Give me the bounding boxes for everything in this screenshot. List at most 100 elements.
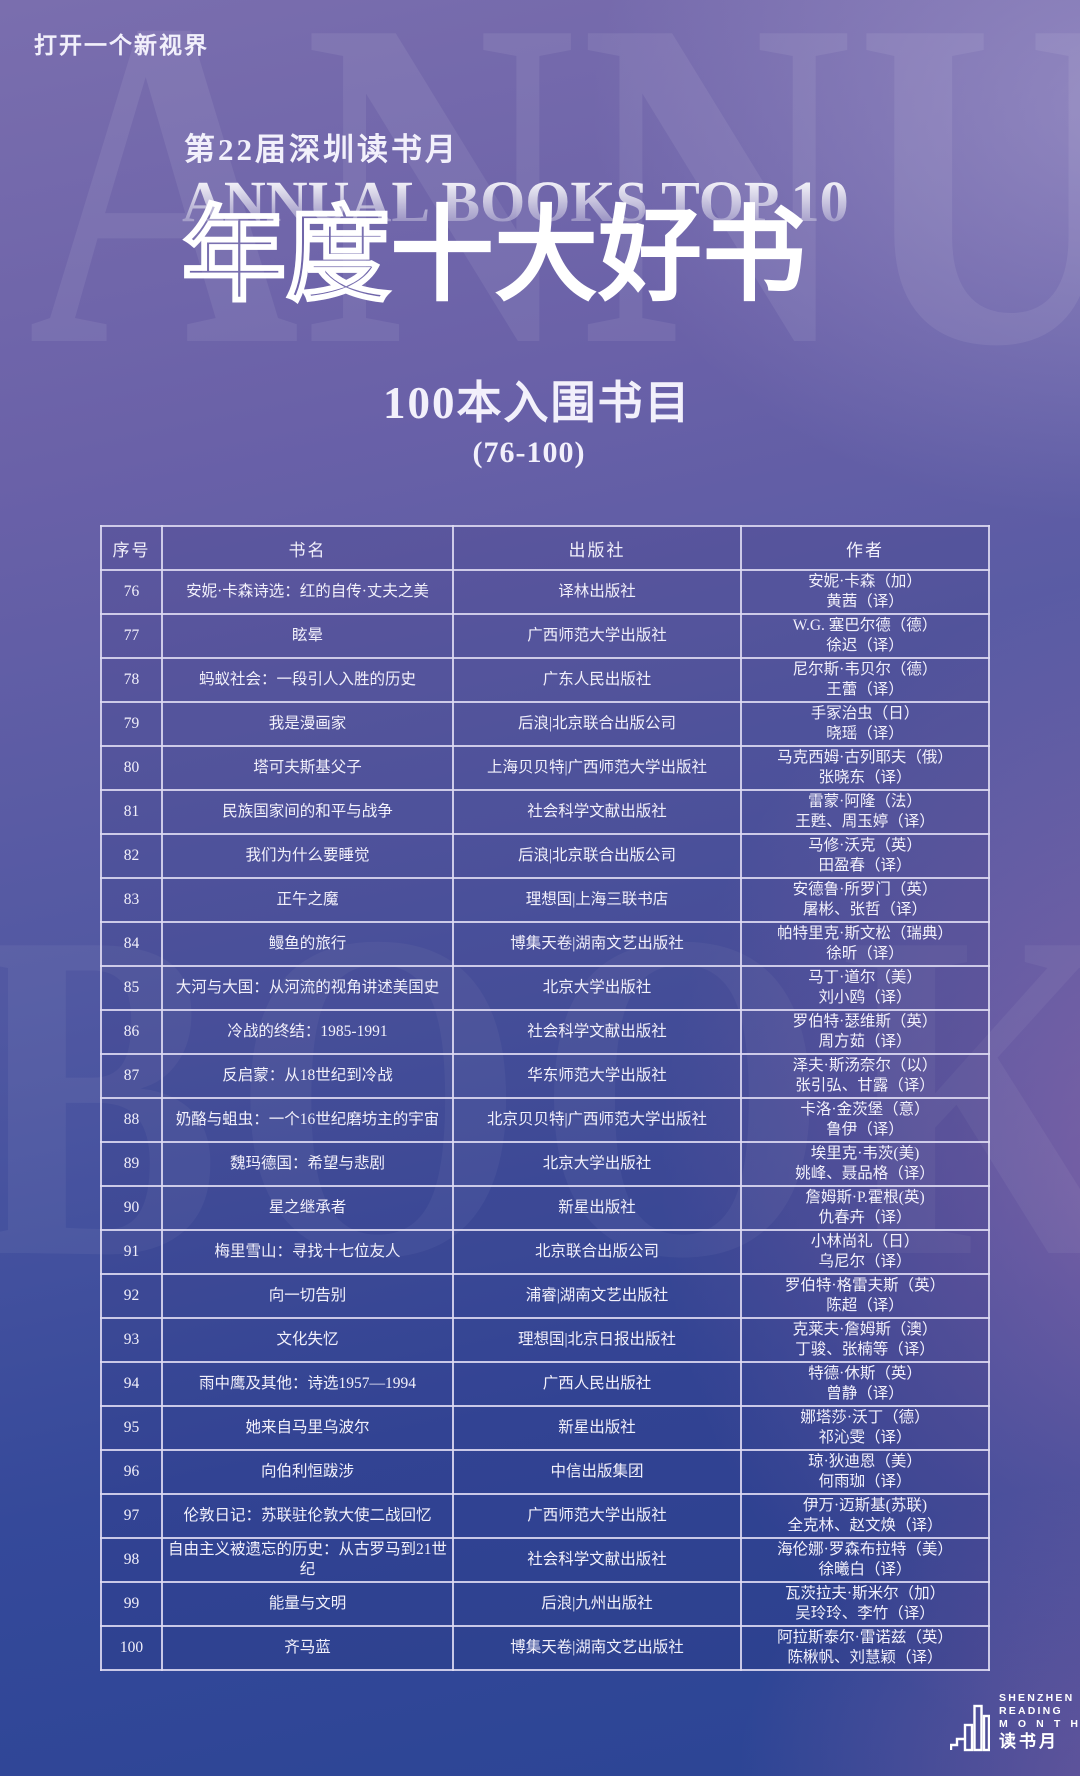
- cell-author: 罗伯特·格雷夫斯（英） 陈超（译）: [740, 1273, 990, 1319]
- cell-author: W.G. 塞巴尔德（德） 徐迟（译）: [740, 613, 990, 659]
- cell-book-title: 能量与文明: [161, 1581, 454, 1627]
- cell-publisher: 社会科学文献出版社: [452, 789, 742, 835]
- title-chinese-solid: 十大好书: [390, 199, 807, 314]
- table-row: 79 我是漫画家 后浪|北京联合出版公司 手冢治虫（日） 晓瑶（译）: [100, 701, 990, 747]
- table-row: 80 塔可夫斯基父子 上海贝贝特|广西师范大学出版社 马克西姆·古列耶夫（俄） …: [100, 745, 990, 791]
- cell-author: 特德·休斯（英） 曾静（译）: [740, 1361, 990, 1407]
- author-line: 娜塔莎·沃丁（德）: [800, 1409, 930, 1426]
- author-line: 小林尚礼（日）: [810, 1233, 920, 1250]
- cell-publisher: 广西人民出版社: [452, 1361, 742, 1407]
- subtitle-shortlist: 100本入围书目: [383, 378, 692, 428]
- author-line: 安妮·卡森（加）: [808, 573, 922, 590]
- cell-author: 马丁·道尔（美） 刘小鸥（译）: [740, 965, 990, 1011]
- table-row: 76 安妮·卡森诗选：红的自传·丈夫之美 译林出版社 安妮·卡森（加） 黄茜（译…: [100, 569, 990, 615]
- cell-book-title: 伦敦日记：苏联驻伦敦大使二战回忆: [161, 1493, 454, 1539]
- cell-author: 罗伯特·瑟维斯（英） 周方茹（译）: [740, 1009, 990, 1055]
- table-row: 94 雨中鹰及其他：诗选1957—1994 广西人民出版社 特德·休斯（英） 曾…: [100, 1361, 990, 1407]
- book-table: 序号 书名 出版社 作者 76 安妮·卡森诗选：红的自传·丈夫之美 译林出版社 …: [100, 525, 990, 1671]
- cell-publisher: 北京联合出版公司: [452, 1229, 742, 1275]
- cell-book-title: 自由主义被遗忘的历史：从古罗马到21世纪: [161, 1537, 454, 1583]
- cell-book-title: 正午之魔: [161, 877, 454, 923]
- cell-serial-number: 88: [100, 1097, 163, 1143]
- cell-publisher: 社会科学文献出版社: [452, 1537, 742, 1583]
- cell-serial-number: 82: [100, 833, 163, 879]
- title-chinese: 年度十大好书: [181, 198, 807, 315]
- cell-serial-number: 92: [100, 1273, 163, 1319]
- author-line: 安德鲁·所罗门（英）: [792, 881, 938, 898]
- cell-author: 安德鲁·所罗门（英） 屠彬、张哲（译）: [740, 877, 990, 923]
- cell-publisher: 理想国|北京日报出版社: [452, 1317, 742, 1363]
- translator-line: 全克林、赵文焕（译）: [787, 1517, 943, 1534]
- cell-book-title: 她来自马里乌波尔: [161, 1405, 454, 1451]
- header-row: 序号 书名 出版社 作者: [100, 525, 990, 571]
- cell-book-title: 塔可夫斯基父子: [161, 745, 454, 791]
- translator-line: 陈超（译）: [826, 1297, 904, 1314]
- footer-logo: SHENZHEN READING M O N T H 读书月: [950, 1692, 1080, 1752]
- cell-serial-number: 78: [100, 657, 163, 703]
- translator-line: 田盈春（译）: [818, 857, 912, 874]
- cell-publisher: 译林出版社: [452, 569, 742, 615]
- col-header-publisher: 出版社: [452, 525, 742, 571]
- translator-line: 祁沁雯（译）: [818, 1429, 912, 1446]
- cell-book-title: 齐马蓝: [161, 1625, 454, 1671]
- cell-author: 泽夫·斯汤奈尔（以） 张引弘、甘露（译）: [740, 1053, 990, 1099]
- cell-publisher: 广西师范大学出版社: [452, 613, 742, 659]
- cell-publisher: 中信出版集团: [452, 1449, 742, 1495]
- author-line: 海伦娜·罗森布拉特（美）: [777, 1541, 953, 1558]
- cell-author: 海伦娜·罗森布拉特（美） 徐曦白（译）: [740, 1537, 990, 1583]
- cell-author: 埃里克·韦茨(美) 姚峰、聂品格（译）: [740, 1141, 990, 1187]
- cell-author: 克莱夫·詹姆斯（澳） 丁骏、张楠等（译）: [740, 1317, 990, 1363]
- cell-serial-number: 99: [100, 1581, 163, 1627]
- table-row: 82 我们为什么要睡觉 后浪|北京联合出版公司 马修·沃克（英） 田盈春（译）: [100, 833, 990, 879]
- translator-line: 张引弘、甘露（译）: [795, 1077, 935, 1094]
- table-row: 99 能量与文明 后浪|九州出版社 瓦茨拉夫·斯米尔（加） 吴玲玲、李竹（译）: [100, 1581, 990, 1627]
- cell-author: 娜塔莎·沃丁（德） 祁沁雯（译）: [740, 1405, 990, 1451]
- cell-book-title: 蚂蚁社会：一段引人入胜的历史: [161, 657, 454, 703]
- logo-text-month: M O N T H: [999, 1718, 1080, 1730]
- author-line: 瓦茨拉夫·斯米尔（加）: [784, 1585, 946, 1602]
- translator-line: 黄茜（译）: [826, 593, 904, 610]
- cell-publisher: 广东人民出版社: [452, 657, 742, 703]
- table-row: 90 星之继承者 新星出版社 詹姆斯·P.霍根(英) 仇春卉（译）: [100, 1185, 990, 1231]
- cell-serial-number: 81: [100, 789, 163, 835]
- cell-publisher: 上海贝贝特|广西师范大学出版社: [452, 745, 742, 791]
- cell-book-title: 奶酪与蛆虫：一个16世纪磨坊主的宇宙: [161, 1097, 454, 1143]
- author-line: 罗伯特·瑟维斯（英）: [792, 1013, 938, 1030]
- cell-book-title: 反启蒙：从18世纪到冷战: [161, 1053, 454, 1099]
- cell-serial-number: 96: [100, 1449, 163, 1495]
- translator-line: 吴玲玲、李竹（译）: [795, 1605, 935, 1622]
- cell-serial-number: 85: [100, 965, 163, 1011]
- translator-line: 张晓东（译）: [818, 769, 912, 786]
- cell-serial-number: 79: [100, 701, 163, 747]
- author-line: 马修·沃克（英）: [808, 837, 922, 854]
- cell-serial-number: 91: [100, 1229, 163, 1275]
- book-table-body: 76 安妮·卡森诗选：红的自传·丈夫之美 译林出版社 安妮·卡森（加） 黄茜（译…: [100, 569, 990, 1671]
- table-row: 89 魏玛德国：希望与悲剧 北京大学出版社 埃里克·韦茨(美) 姚峰、聂品格（译…: [100, 1141, 990, 1187]
- cell-publisher: 后浪|九州出版社: [452, 1581, 742, 1627]
- cell-publisher: 博集天卷|湖南文艺出版社: [452, 921, 742, 967]
- table-row: 83 正午之魔 理想国|上海三联书店 安德鲁·所罗门（英） 屠彬、张哲（译）: [100, 877, 990, 923]
- logo-text-dushuyue: 读书月: [999, 1732, 1059, 1751]
- cell-publisher: 浦睿|湖南文艺出版社: [452, 1273, 742, 1319]
- cell-serial-number: 97: [100, 1493, 163, 1539]
- author-line: W.G. 塞巴尔德（德）: [792, 617, 938, 634]
- cell-serial-number: 93: [100, 1317, 163, 1363]
- cell-serial-number: 83: [100, 877, 163, 923]
- translator-line: 陈楸帆、刘慧颖（译）: [787, 1649, 943, 1666]
- cell-book-title: 星之继承者: [161, 1185, 454, 1231]
- author-line: 罗伯特·格雷夫斯（英）: [784, 1277, 946, 1294]
- cell-author: 帕特里克·斯文松（瑞典） 徐昕（译）: [740, 921, 990, 967]
- col-header-author: 作者: [740, 525, 990, 571]
- cell-serial-number: 95: [100, 1405, 163, 1451]
- translator-line: 屠彬、张哲（译）: [802, 901, 927, 918]
- cell-author: 小林尚礼（日） 乌尼尔（译）: [740, 1229, 990, 1275]
- table-row: 91 梅里雪山：寻找十七位友人 北京联合出版公司 小林尚礼（日） 乌尼尔（译）: [100, 1229, 990, 1275]
- translator-line: 徐昕（译）: [826, 945, 904, 962]
- cell-publisher: 后浪|北京联合出版公司: [452, 833, 742, 879]
- cell-serial-number: 90: [100, 1185, 163, 1231]
- cell-serial-number: 87: [100, 1053, 163, 1099]
- cell-publisher: 北京大学出版社: [452, 1141, 742, 1187]
- cell-serial-number: 100: [100, 1625, 163, 1671]
- cell-book-title: 向伯利恒跋涉: [161, 1449, 454, 1495]
